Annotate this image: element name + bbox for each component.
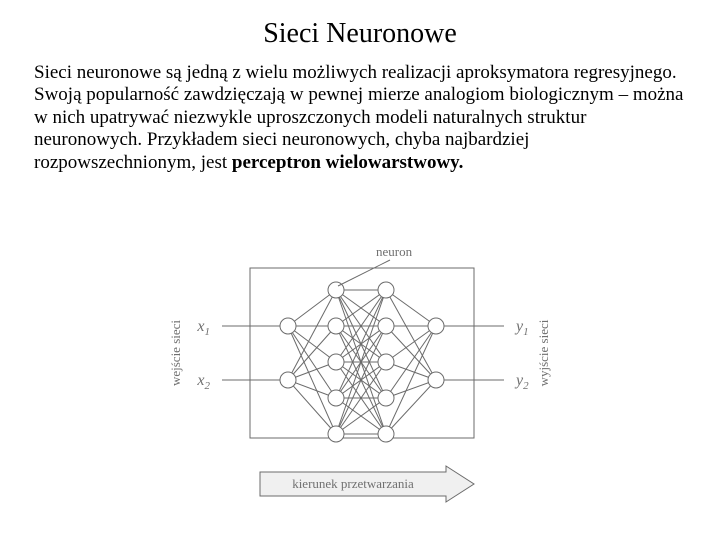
edge	[386, 290, 436, 326]
output-label: y1	[514, 318, 529, 338]
edge	[386, 290, 436, 380]
edge	[288, 326, 336, 362]
neuron-node	[328, 426, 344, 442]
edge	[386, 380, 436, 434]
neuron-callout-label: neuron	[376, 248, 413, 259]
paragraph-bold: perceptron wielowarstwowy.	[232, 152, 464, 173]
neuron-node	[378, 426, 394, 442]
neuron-node	[328, 390, 344, 406]
neuron-node	[280, 372, 296, 388]
neuron-node	[378, 318, 394, 334]
slide-body: Sieci neuronowe są jedną z wielu możliwy…	[34, 62, 686, 174]
edge	[288, 290, 336, 326]
input-label: x2	[196, 372, 210, 392]
neuron-callout-line	[338, 260, 390, 286]
neuron-node	[378, 354, 394, 370]
neuron-node	[328, 354, 344, 370]
input-side-label: wejście sieci	[168, 320, 183, 386]
input-label: x1	[196, 318, 210, 338]
output-label: y2	[514, 372, 529, 392]
neuron-node	[328, 318, 344, 334]
neuron-node	[428, 318, 444, 334]
network-diagram: x1 x2 y1 y2 wejście sieci wyjście sieci neuron…	[160, 248, 560, 518]
slide-title: Sieci Neuronowe	[0, 18, 720, 50]
neuron-node	[428, 372, 444, 388]
neuron-node	[280, 318, 296, 334]
neuron-node	[378, 282, 394, 298]
network-box	[250, 268, 474, 438]
direction-arrow-label: kierunek przetwarzania	[292, 476, 414, 491]
edge	[386, 326, 436, 362]
output-side-label: wyjście sieci	[536, 319, 551, 386]
network-svg: x1 x2 y1 y2 wejście sieci wyjście sieci neuron…	[160, 248, 560, 518]
neuron-node	[378, 390, 394, 406]
slide: Sieci Neuronowe Sieci neuronowe są jedną…	[0, 0, 720, 540]
